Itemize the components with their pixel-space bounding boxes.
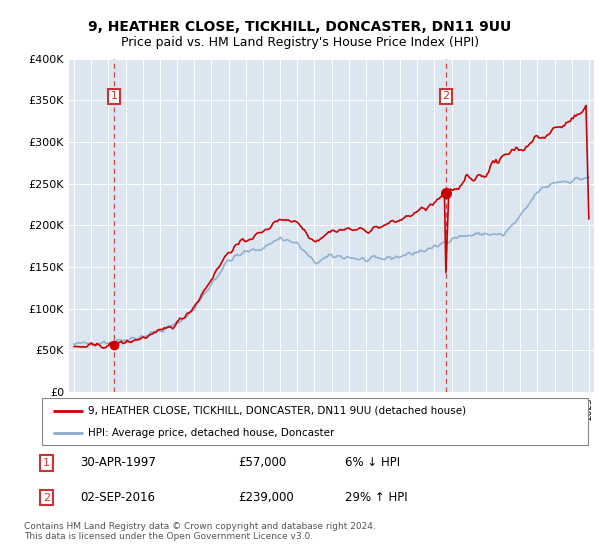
Text: 02-SEP-2016: 02-SEP-2016 [80,491,155,504]
Text: Contains HM Land Registry data © Crown copyright and database right 2024.
This d: Contains HM Land Registry data © Crown c… [24,522,376,542]
Text: 30-APR-1997: 30-APR-1997 [80,456,156,469]
Text: £239,000: £239,000 [238,491,294,504]
Text: 9, HEATHER CLOSE, TICKHILL, DONCASTER, DN11 9UU (detached house): 9, HEATHER CLOSE, TICKHILL, DONCASTER, D… [88,406,467,416]
Text: HPI: Average price, detached house, Doncaster: HPI: Average price, detached house, Donc… [88,428,335,438]
Text: 1: 1 [43,458,50,468]
Text: 2: 2 [43,493,50,502]
Text: 6% ↓ HPI: 6% ↓ HPI [346,456,401,469]
Text: £57,000: £57,000 [238,456,287,469]
FancyBboxPatch shape [42,398,588,445]
Text: 2: 2 [442,91,449,101]
Text: 9, HEATHER CLOSE, TICKHILL, DONCASTER, DN11 9UU: 9, HEATHER CLOSE, TICKHILL, DONCASTER, D… [88,20,512,34]
Text: Price paid vs. HM Land Registry's House Price Index (HPI): Price paid vs. HM Land Registry's House … [121,36,479,49]
Text: 29% ↑ HPI: 29% ↑ HPI [346,491,408,504]
Text: 1: 1 [110,91,118,101]
